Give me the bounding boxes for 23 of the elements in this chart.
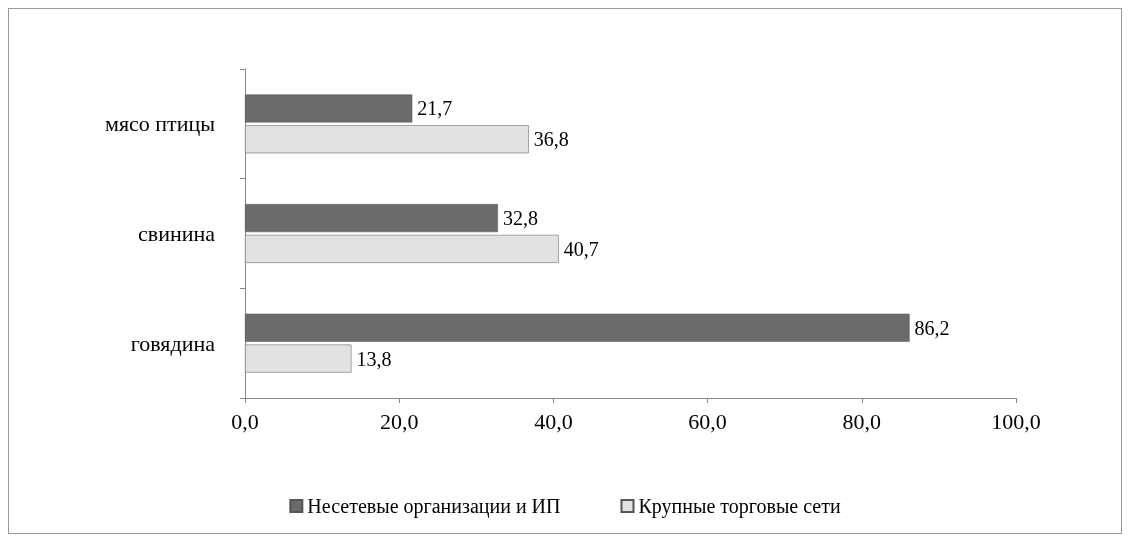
- legend-label: Крупные торговые сети: [638, 495, 841, 518]
- y-tick-label: говядина: [130, 330, 216, 356]
- data-label: 13,8: [356, 347, 392, 370]
- y-tick-label: свинина: [137, 221, 216, 246]
- data-label: 40,7: [563, 237, 599, 260]
- data-label: 86,2: [914, 316, 950, 339]
- x-tick-label: 0,0: [231, 408, 259, 434]
- bar: [245, 125, 529, 154]
- x-tick-label: 60,0: [688, 408, 727, 434]
- x-tick-label: 40,0: [534, 408, 573, 434]
- data-label: 36,8: [533, 128, 569, 151]
- x-tick-label: 20,0: [379, 408, 419, 434]
- bar: [245, 204, 498, 233]
- bar: [245, 313, 910, 342]
- bar: [245, 234, 559, 263]
- bar: [245, 344, 352, 373]
- y-tick-label: мясо птицы: [104, 111, 216, 137]
- bar: [245, 94, 413, 123]
- data-label: 32,8: [502, 207, 538, 230]
- x-tick-label: 100,0: [991, 408, 1041, 434]
- data-label: 21,7: [417, 97, 453, 120]
- x-tick-label: 80,0: [842, 408, 882, 434]
- legend-label: Несетевые организации и ИП: [307, 495, 561, 518]
